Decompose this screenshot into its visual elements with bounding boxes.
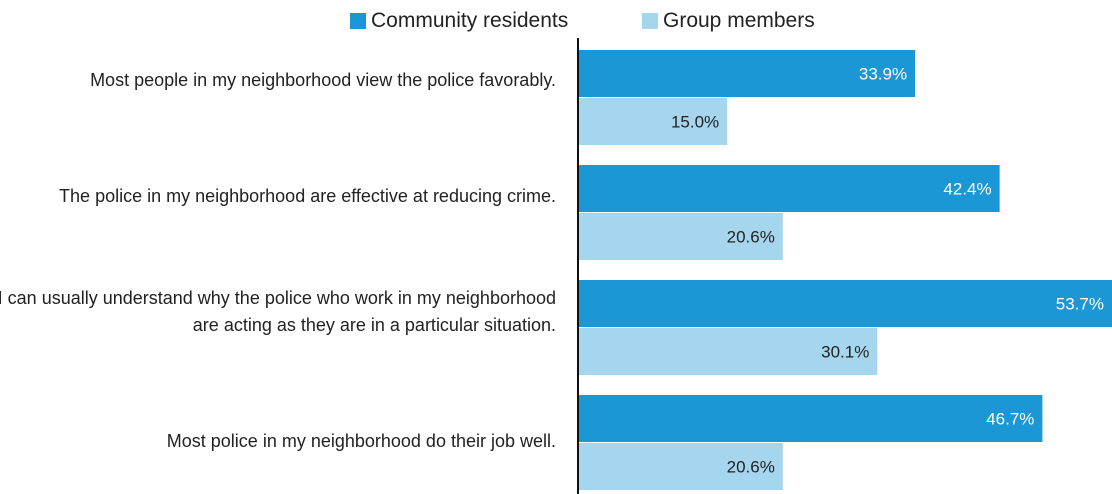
bar-value-label: 20.6%: [727, 458, 775, 477]
bar-value-label: 20.6%: [727, 228, 775, 247]
bar-community-residents: [578, 280, 1112, 327]
bar-value-label: 33.9%: [859, 65, 907, 84]
legend-label-community-residents: Community residents: [371, 9, 569, 32]
bar-value-label: 30.1%: [821, 343, 869, 362]
legend-swatch-community-residents: [350, 13, 366, 29]
bar-group-members: [578, 443, 783, 490]
category-label: The police in my neighborhood are effect…: [59, 186, 556, 206]
bar-group-members: [578, 98, 728, 145]
bar-community-residents: [578, 50, 916, 97]
legend: Community residents Group members: [0, 7, 1112, 35]
legend-swatch-group-members: [642, 13, 658, 29]
bar-group-members: [578, 213, 783, 260]
bar-value-label: 53.7%: [1056, 295, 1104, 314]
legend-item-community-residents: Community residents: [350, 7, 568, 35]
bar-value-label: 46.7%: [986, 410, 1034, 429]
bar-community-residents: [578, 395, 1043, 442]
category-label: I can usually understand why the police …: [0, 288, 556, 335]
legend-label-group-members: Group members: [663, 9, 815, 32]
bar-group-members: [578, 328, 878, 375]
bar-value-label: 42.4%: [943, 180, 991, 199]
bar-value-label: 15.0%: [671, 113, 719, 132]
legend-item-group-members: Group members: [642, 7, 815, 35]
bar-community-residents: [578, 165, 1000, 212]
category-label: Most police in my neighborhood do their …: [166, 431, 556, 451]
category-label: Most people in my neighborhood view the …: [90, 70, 556, 90]
